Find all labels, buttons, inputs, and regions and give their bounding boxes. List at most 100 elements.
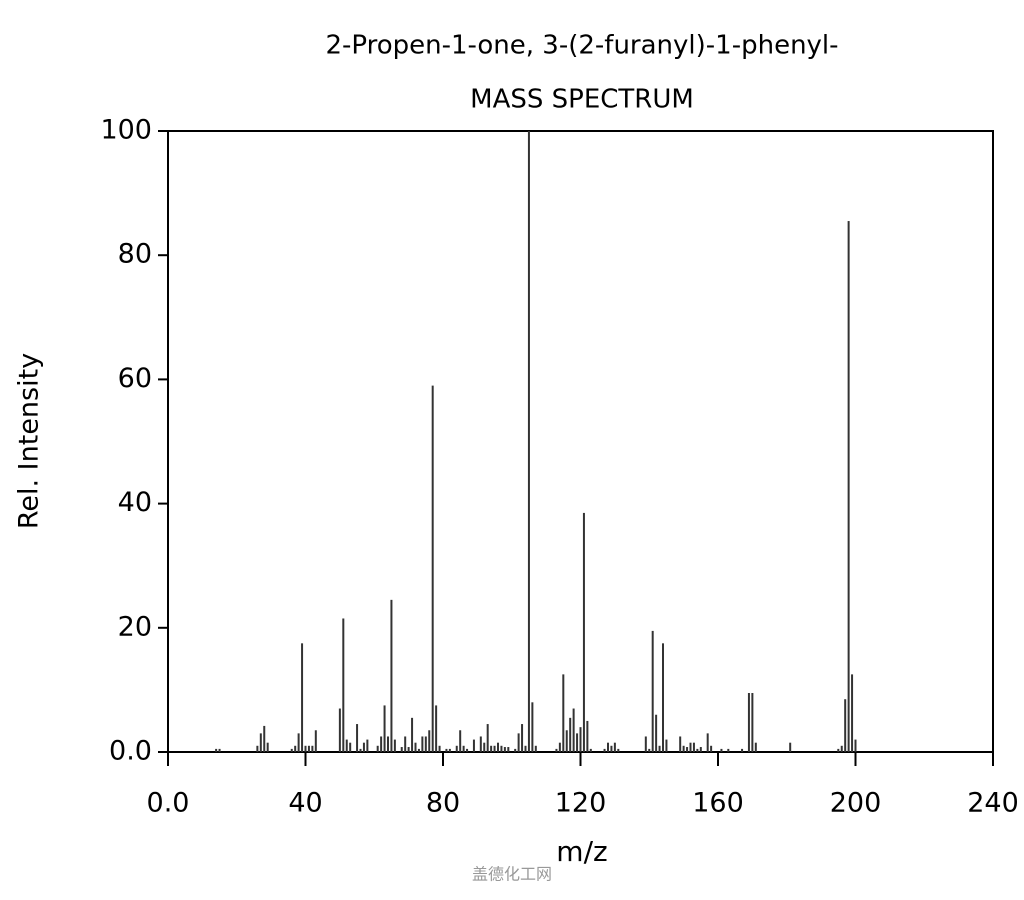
peak bbox=[689, 742, 692, 752]
peak bbox=[710, 745, 713, 752]
peak bbox=[448, 748, 451, 752]
peak bbox=[466, 748, 469, 752]
peak bbox=[290, 748, 293, 752]
chart-title: 2-Propen-1-one, 3-(2-furanyl)-1-phenyl- bbox=[325, 31, 838, 61]
peak bbox=[301, 643, 304, 752]
y-tick-label: 40 bbox=[118, 487, 152, 518]
peak bbox=[472, 739, 475, 752]
x-tick-label: 160 bbox=[692, 788, 744, 819]
peak bbox=[706, 733, 709, 752]
peak bbox=[259, 733, 262, 752]
peak bbox=[424, 736, 427, 752]
peak bbox=[400, 747, 403, 752]
peak bbox=[589, 748, 592, 752]
peak bbox=[569, 717, 572, 752]
x-tick-label: 0.0 bbox=[147, 788, 190, 819]
peak bbox=[342, 618, 345, 752]
peak bbox=[500, 745, 503, 752]
peak bbox=[366, 739, 369, 752]
peak bbox=[404, 736, 407, 752]
peak bbox=[651, 630, 654, 752]
peak bbox=[586, 720, 589, 752]
y-tick-label: 100 bbox=[100, 115, 152, 146]
peak bbox=[411, 717, 414, 752]
peak bbox=[555, 748, 558, 752]
peak bbox=[435, 705, 438, 752]
peak bbox=[644, 736, 647, 752]
peak bbox=[493, 745, 496, 752]
peak bbox=[655, 714, 658, 752]
peak bbox=[455, 745, 458, 752]
peak bbox=[524, 745, 527, 752]
peak bbox=[294, 745, 297, 752]
x-axis-label: m/z bbox=[556, 835, 607, 868]
peak bbox=[851, 674, 854, 752]
peak bbox=[754, 742, 757, 752]
peak bbox=[648, 748, 651, 752]
peak bbox=[607, 742, 609, 752]
peak bbox=[390, 599, 393, 752]
peak bbox=[459, 730, 462, 752]
y-tick-label: 60 bbox=[118, 363, 152, 394]
peak bbox=[215, 748, 218, 752]
peak bbox=[562, 674, 565, 752]
peak bbox=[438, 745, 441, 752]
peak bbox=[692, 742, 695, 752]
peak bbox=[617, 748, 620, 752]
peak bbox=[376, 745, 379, 752]
peak bbox=[837, 748, 840, 752]
x-tick-label: 240 bbox=[967, 788, 1019, 819]
peak bbox=[387, 736, 389, 752]
peak bbox=[682, 745, 685, 752]
peak bbox=[428, 730, 431, 752]
peak bbox=[844, 699, 847, 752]
peak bbox=[349, 742, 352, 752]
y-tick-label: 0.0 bbox=[109, 736, 152, 767]
peak bbox=[497, 742, 499, 752]
peak bbox=[380, 736, 383, 752]
peak bbox=[383, 705, 386, 752]
peak bbox=[572, 708, 575, 752]
peak bbox=[345, 739, 348, 752]
peak bbox=[514, 748, 517, 752]
peak bbox=[311, 745, 314, 752]
peak bbox=[256, 745, 259, 752]
peak bbox=[486, 724, 489, 752]
y-tick-label: 20 bbox=[118, 611, 152, 642]
chart-subtitle: MASS SPECTRUM bbox=[470, 85, 694, 115]
peak bbox=[662, 643, 664, 752]
peak bbox=[658, 745, 661, 752]
peak bbox=[479, 736, 482, 752]
x-tick-label: 40 bbox=[288, 788, 322, 819]
peak bbox=[686, 747, 689, 752]
peak bbox=[307, 745, 310, 752]
peak bbox=[503, 747, 506, 752]
peak bbox=[359, 748, 362, 752]
peak bbox=[304, 745, 307, 752]
y-tick-label: 80 bbox=[118, 239, 152, 270]
peak bbox=[565, 730, 568, 752]
watermark: 盖德化工网 bbox=[472, 865, 552, 884]
peak bbox=[610, 745, 613, 752]
peak bbox=[417, 748, 420, 752]
peak bbox=[362, 742, 365, 752]
peak bbox=[521, 724, 524, 752]
y-axis-label: Rel. Intensity bbox=[14, 353, 45, 529]
peak bbox=[462, 745, 465, 752]
peak bbox=[527, 131, 530, 752]
peak bbox=[747, 693, 750, 752]
peak bbox=[314, 730, 317, 752]
peak bbox=[603, 748, 606, 752]
peak bbox=[531, 702, 534, 752]
peak bbox=[490, 745, 493, 752]
peak bbox=[720, 748, 723, 752]
peak bbox=[445, 748, 448, 752]
plot-frame bbox=[167, 130, 994, 753]
peak bbox=[582, 512, 585, 752]
peak bbox=[679, 736, 682, 752]
peak bbox=[421, 736, 424, 752]
peak bbox=[507, 747, 510, 752]
peak bbox=[431, 385, 434, 752]
peak bbox=[517, 733, 520, 752]
